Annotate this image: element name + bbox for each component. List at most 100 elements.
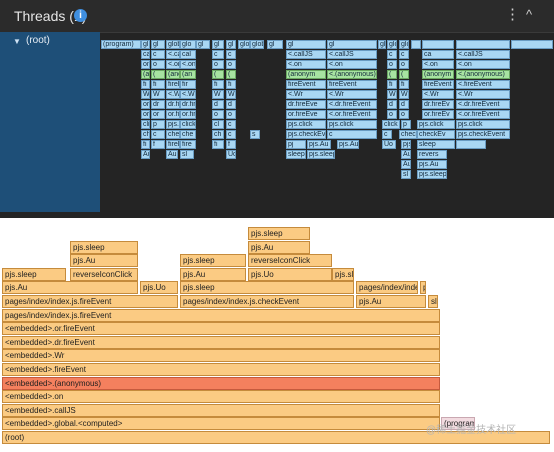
expand-arrow-icon[interactable]: ▼ [13,37,21,46]
minimap-frame[interactable]: click [180,120,196,129]
flame-frame[interactable]: pjs.sleep [248,227,310,240]
flame-frame[interactable]: pjs.Au [2,281,138,295]
flame-frame[interactable]: pjs.Au [180,267,246,281]
minimap-frame[interactable]: fi [141,80,150,89]
minimap-frame[interactable]: <.on [422,60,454,69]
minimap-frame[interactable]: f [226,140,236,149]
flame-frame[interactable]: pages/index/index.js.fireEvent [2,308,440,322]
flame-frame[interactable]: <embedded>.on [2,390,440,404]
flame-frame[interactable]: <embedded>.(anonymous) [2,376,440,390]
minimap-frame[interactable]: c [212,50,224,59]
minimap-frame[interactable]: (anonym [286,70,326,79]
flame-frame[interactable]: pjs.sleep [2,267,66,281]
minimap-frame[interactable]: or.fire [180,110,196,119]
minimap-frame[interactable]: <.callJS [286,50,326,59]
flame-frame[interactable]: reverseIconClick [248,254,332,268]
minimap-frame[interactable]: W [151,90,165,99]
minimap-frame[interactable]: c [226,120,236,129]
flame-frame[interactable]: pjs.Au [248,240,310,254]
minimap-frame[interactable]: Uo [226,150,236,159]
minimap-frame[interactable]: W [399,90,409,99]
minimap-frame[interactable]: c [387,50,397,59]
minimap-frame[interactable]: Au [401,150,411,159]
minimap-frame[interactable]: fireEvent [166,80,180,89]
minimap-frame[interactable]: pjs.Au [417,160,447,169]
flame-frame[interactable]: <embedded>.fireEvent [2,363,440,376]
minimap-frame[interactable]: <.on [286,60,326,69]
flame-frame[interactable]: <embedded>.or.fireEvent [2,322,440,336]
minimap-frame[interactable]: fireEvent [327,80,377,89]
minimap-frame[interactable]: dr.fireEv [422,100,454,109]
minimap-frame[interactable]: fi [387,80,397,89]
minimap-frame[interactable]: ca [422,50,454,59]
minimap-frame[interactable]: global.<comp [399,40,409,49]
minimap-frame[interactable]: ca [141,50,150,59]
minimap-frame[interactable]: <.dr.fireEvent [456,100,510,109]
minimap-frame[interactable]: on [141,60,150,69]
minimap-frame[interactable]: <.on [456,60,510,69]
chevron-up-icon[interactable]: ^ [526,7,533,22]
minimap-frame[interactable]: c [382,130,392,139]
thread-tree[interactable]: ▼ (root) [0,32,100,212]
minimap-frame[interactable]: Au [401,160,411,169]
flame-frame[interactable]: pjs.Uo [248,267,332,281]
minimap-frame[interactable]: o [399,60,409,69]
minimap-frame[interactable]: pjs.click [456,120,510,129]
minimap-frame[interactable]: or [151,110,165,119]
minimap-frame[interactable]: fi [212,140,224,149]
minimap-frame[interactable]: <.Wr [166,90,180,99]
minimap-frame[interactable]: global.<c [166,40,180,49]
minimap-frame[interactable]: d [226,100,236,109]
minimap-frame[interactable]: <.fireEvent [456,80,510,89]
minimap-frame[interactable]: fir [180,80,196,89]
minimap-frame[interactable]: (anonymous [166,70,180,79]
minimap-frame[interactable]: W [212,90,224,99]
minimap-frame[interactable]: Uo [382,140,396,149]
minimap-frame[interactable]: <.Wr [180,90,196,99]
minimap-frame[interactable]: c [327,130,377,139]
minimap-frame[interactable]: Au [141,150,150,159]
minimap-frame[interactable]: gl [151,40,165,49]
minimap-frame[interactable]: c [399,50,409,59]
minimap-frame[interactable]: global.<comp [387,40,397,49]
minimap-frame[interactable] [511,40,553,49]
minimap-frame[interactable]: pjs.sleep [307,150,335,159]
minimap-frame[interactable]: o [212,60,224,69]
flame-frame[interactable]: pjs.sleep [180,281,354,295]
minimap-frame[interactable]: o [387,110,397,119]
minimap-frame[interactable]: (an [180,70,196,79]
minimap-frame[interactable]: o [212,110,224,119]
minimap-frame[interactable]: pj [286,140,306,149]
flame-frame[interactable]: pages/index/index.js.fireEvent [356,281,418,295]
minimap-frame[interactable]: Wr [141,90,150,99]
minimap-frame[interactable]: o [387,60,397,69]
minimap-frame[interactable]: glo [180,40,196,49]
minimap-frame[interactable]: ( [212,70,224,79]
info-icon[interactable]: i [74,9,87,22]
minimap-frame[interactable]: or [141,110,150,119]
minimap-frame[interactable]: pjs.click [417,120,455,129]
flame-frame[interactable]: pjs.Au [356,295,426,308]
minimap-frame[interactable]: c [226,130,236,139]
minimap-frame[interactable]: checkEv [417,130,455,139]
minimap-frame[interactable]: pjs.checkEv [286,130,326,139]
minimap-frame[interactable]: checkEv [399,130,417,139]
minimap-frame[interactable]: gl [378,40,386,49]
minimap-frame[interactable]: cl [212,120,224,129]
minimap-frame[interactable]: gl [212,40,224,49]
minimap-frame[interactable]: <.(anonymous) [327,70,377,79]
flame-frame[interactable]: <embedded>.dr.fireEvent [2,335,440,349]
minimap-frame[interactable]: d [212,100,224,109]
minimap-frame[interactable]: gl [267,40,283,49]
minimap-frame[interactable]: pjs.Uo [401,140,411,149]
flame-frame[interactable]: (program) [441,417,475,431]
minimap-frame[interactable]: sl [180,150,194,159]
flame-frame[interactable]: pjs.sleep [332,267,354,281]
minimap-frame[interactable]: fi [141,140,150,149]
minimap-frame[interactable]: fi [399,80,409,89]
flame-frame[interactable]: <embedded>.Wr [2,349,440,363]
minimap-frame[interactable]: <.Wr [456,90,510,99]
minimap-frame[interactable]: c [151,130,165,139]
minimap-frame[interactable]: p [151,120,165,129]
minimap-frame[interactable]: dr.fireEve [286,100,326,109]
